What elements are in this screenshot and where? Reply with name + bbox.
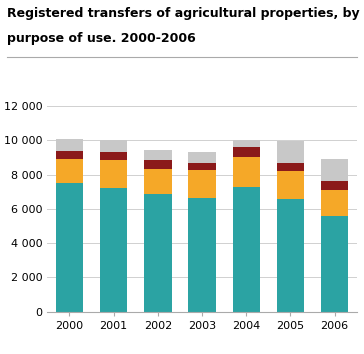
- Bar: [56, 159, 83, 183]
- Bar: [233, 139, 260, 147]
- Bar: [144, 169, 171, 194]
- Text: purpose of use. 2000-2006: purpose of use. 2000-2006: [7, 32, 196, 45]
- Bar: [144, 150, 171, 160]
- Bar: [233, 147, 260, 157]
- Bar: [277, 141, 304, 163]
- Bar: [321, 190, 348, 216]
- Bar: [144, 194, 171, 312]
- Bar: [321, 159, 348, 182]
- Bar: [277, 171, 304, 199]
- Bar: [100, 160, 127, 188]
- Bar: [188, 198, 216, 312]
- Bar: [56, 183, 83, 312]
- Bar: [100, 139, 127, 152]
- Bar: [56, 139, 83, 151]
- Bar: [321, 216, 348, 312]
- Bar: [144, 160, 171, 169]
- Bar: [188, 163, 216, 170]
- Bar: [321, 182, 348, 190]
- Bar: [188, 170, 216, 198]
- Bar: [56, 151, 83, 159]
- Bar: [100, 188, 127, 312]
- Text: Registered transfers of agricultural properties, by: Registered transfers of agricultural pro…: [7, 7, 360, 20]
- Bar: [100, 152, 127, 160]
- Bar: [233, 187, 260, 312]
- Bar: [277, 163, 304, 171]
- Bar: [233, 157, 260, 187]
- Bar: [188, 152, 216, 163]
- Bar: [277, 199, 304, 312]
